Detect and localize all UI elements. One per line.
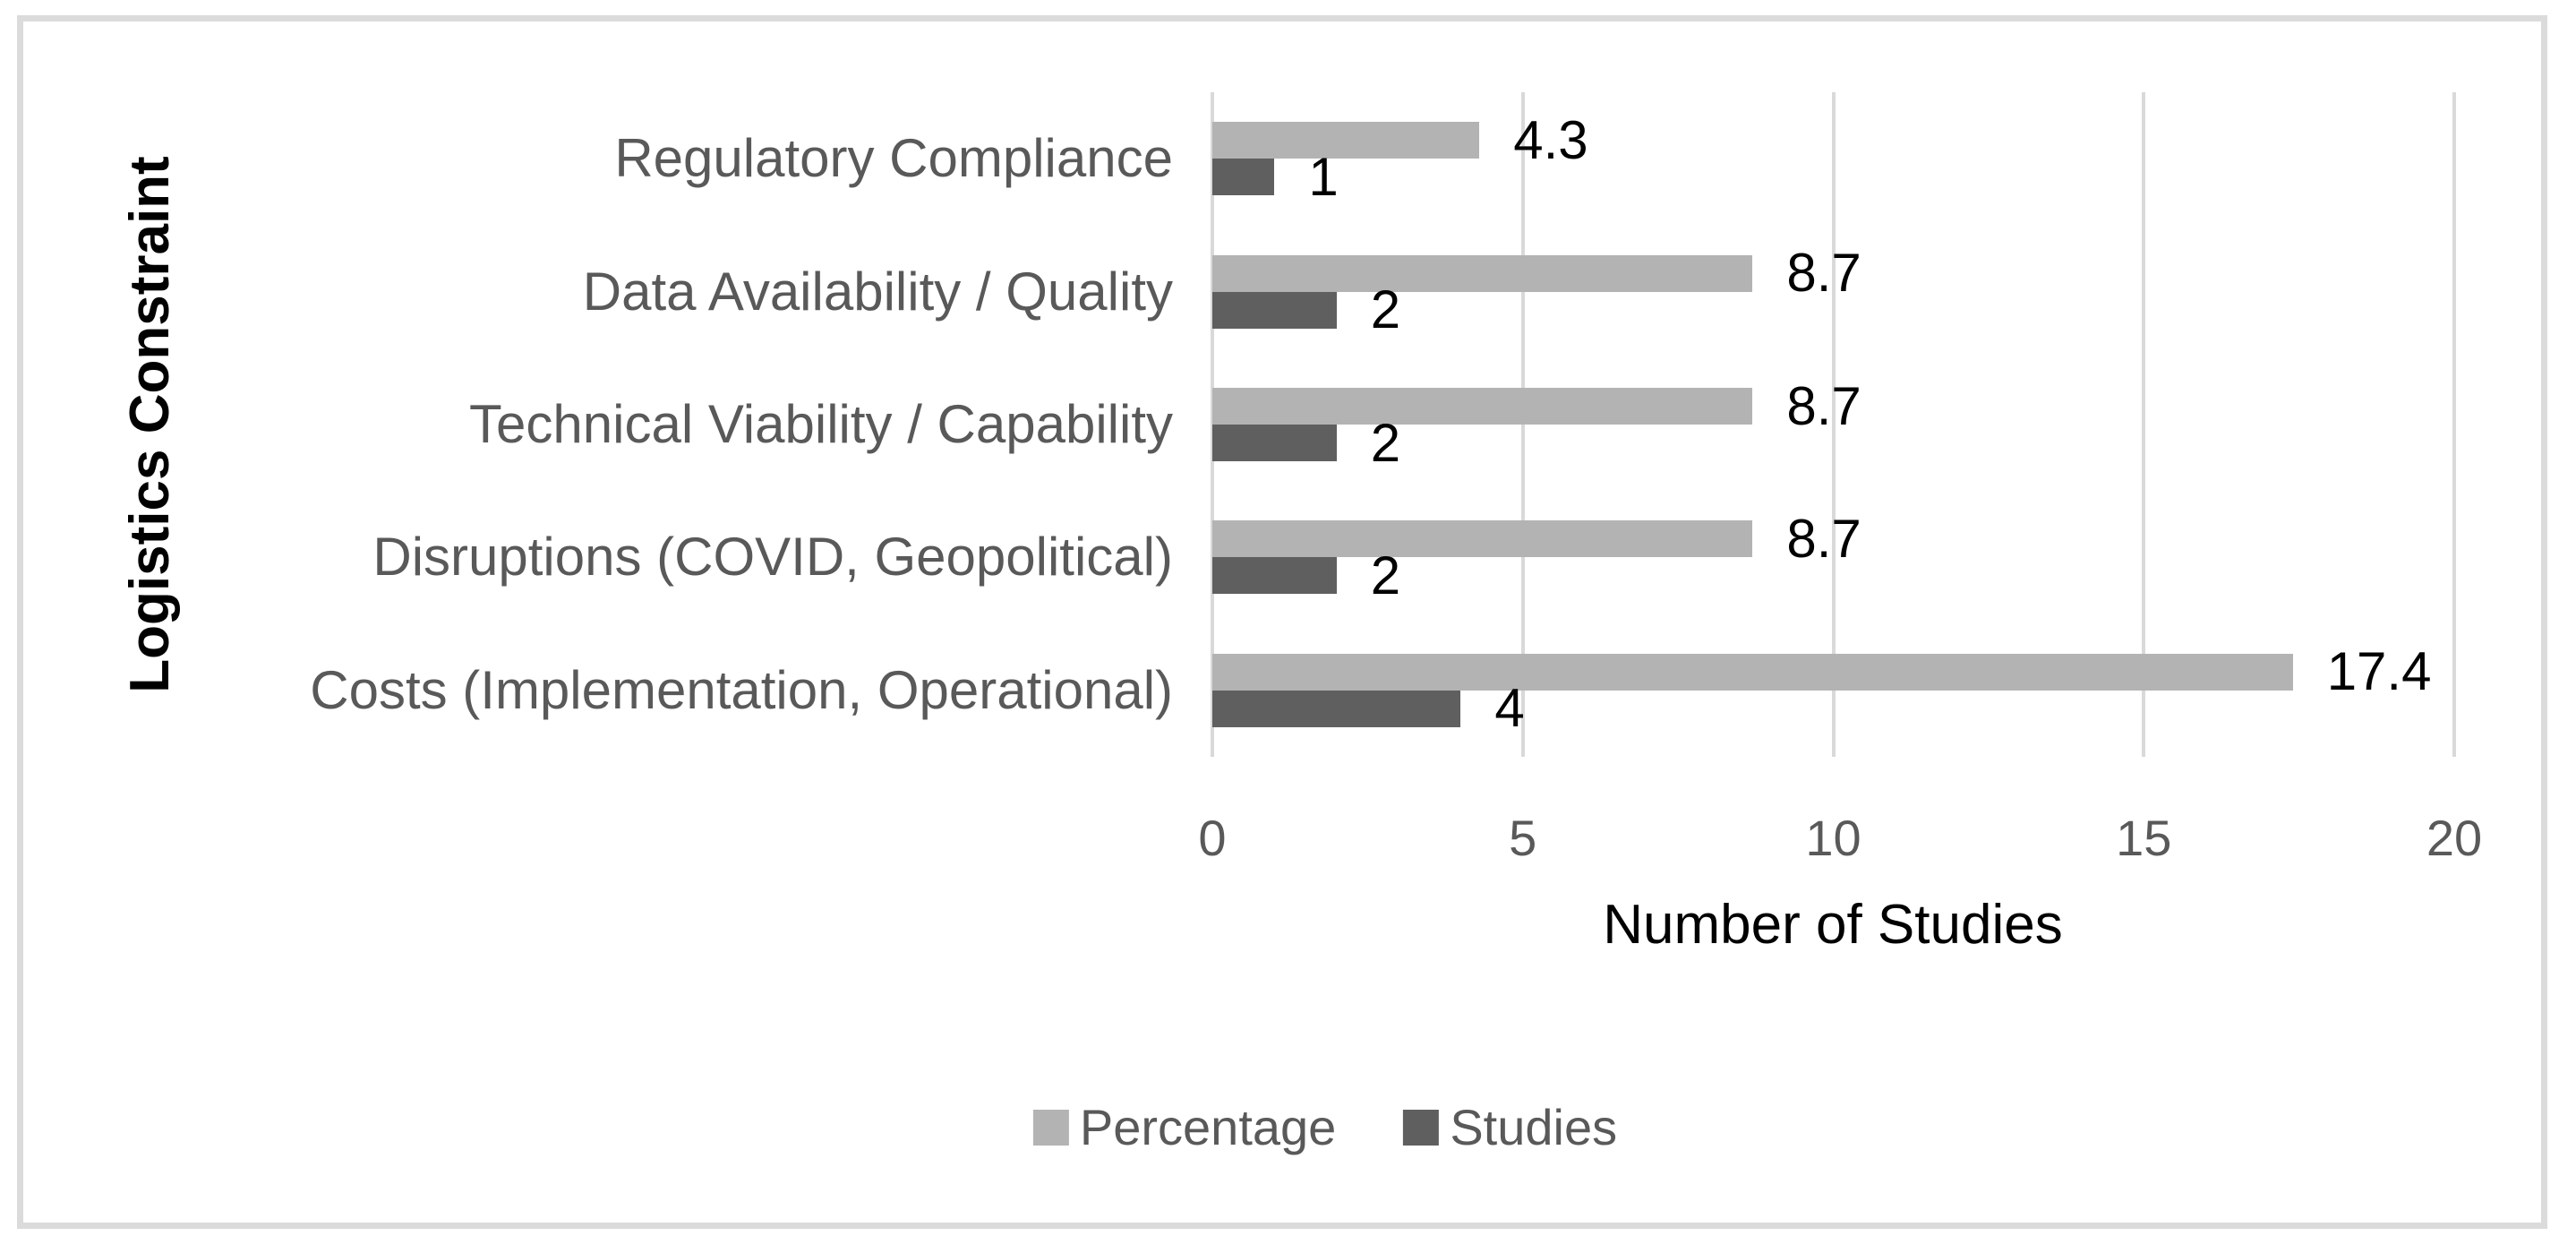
data-label-studies-row2: 2 [1370,279,1401,340]
x-axis-title: Number of Studies [1603,894,2063,956]
bar-studies-row3 [1212,425,1337,461]
x-tick-0: 0 [1198,810,1227,866]
x-tick-15: 15 [2116,810,2172,866]
legend-swatch-icon-studies [1403,1110,1440,1146]
gridline-15 [2142,92,2146,757]
data-label-percentage-row2: 8.7 [1786,243,1861,304]
bar-percentage-row1 [1212,122,1480,159]
bar-studies-row2 [1212,291,1337,329]
data-label-studies-row1: 1 [1308,146,1339,207]
data-label-studies-row3: 2 [1370,412,1401,473]
x-tick-10: 10 [1805,810,1861,866]
legend-label-percentage: Percentage [1079,1099,1337,1155]
x-tick-20: 20 [2426,810,2483,866]
plot-area: 4.3 1 8.7 2 8.7 2 8.7 2 17.4 4 [1211,92,2456,757]
gridline-10 [1831,92,1836,757]
data-label-percentage-row1: 4.3 [1513,109,1588,170]
x-tick-5: 5 [1509,810,1537,866]
y-axis-title: Logistics Constraint [119,156,181,693]
bar-percentage-row3 [1212,388,1753,425]
bar-percentage-row2 [1212,254,1753,292]
category-label-row3: Technical Viability / Capability [469,394,1173,454]
data-label-percentage-row5: 17.4 [2326,641,2432,702]
bar-studies-row5 [1212,690,1461,727]
category-label-row4: Disruptions (COVID, Geopolitical) [372,527,1173,588]
gridline-20 [2452,92,2456,757]
legend-item-percentage: Percentage [1032,1099,1337,1155]
bar-studies-row1 [1212,159,1275,196]
chart-frame-border [17,15,2547,1229]
data-label-percentage-row3: 8.7 [1786,375,1861,436]
legend: Percentage Studies [1032,1099,1617,1155]
data-label-studies-row4: 2 [1370,545,1401,605]
bar-percentage-row4 [1212,520,1753,558]
gridline-5 [1520,92,1525,757]
legend-label-studies: Studies [1450,1099,1618,1155]
bar-studies-row4 [1212,557,1337,595]
legend-item-studies: Studies [1403,1103,1617,1153]
category-label-row2: Data Availability / Quality [582,261,1173,322]
data-label-studies-row5: 4 [1494,678,1525,739]
legend-swatch-icon-percentage [1032,1110,1069,1146]
bar-percentage-row5 [1212,653,2293,691]
category-label-row1: Regulatory Compliance [614,128,1173,189]
category-label-row5: Costs (Implementation, Operational) [310,659,1173,720]
data-label-percentage-row4: 8.7 [1786,508,1861,569]
